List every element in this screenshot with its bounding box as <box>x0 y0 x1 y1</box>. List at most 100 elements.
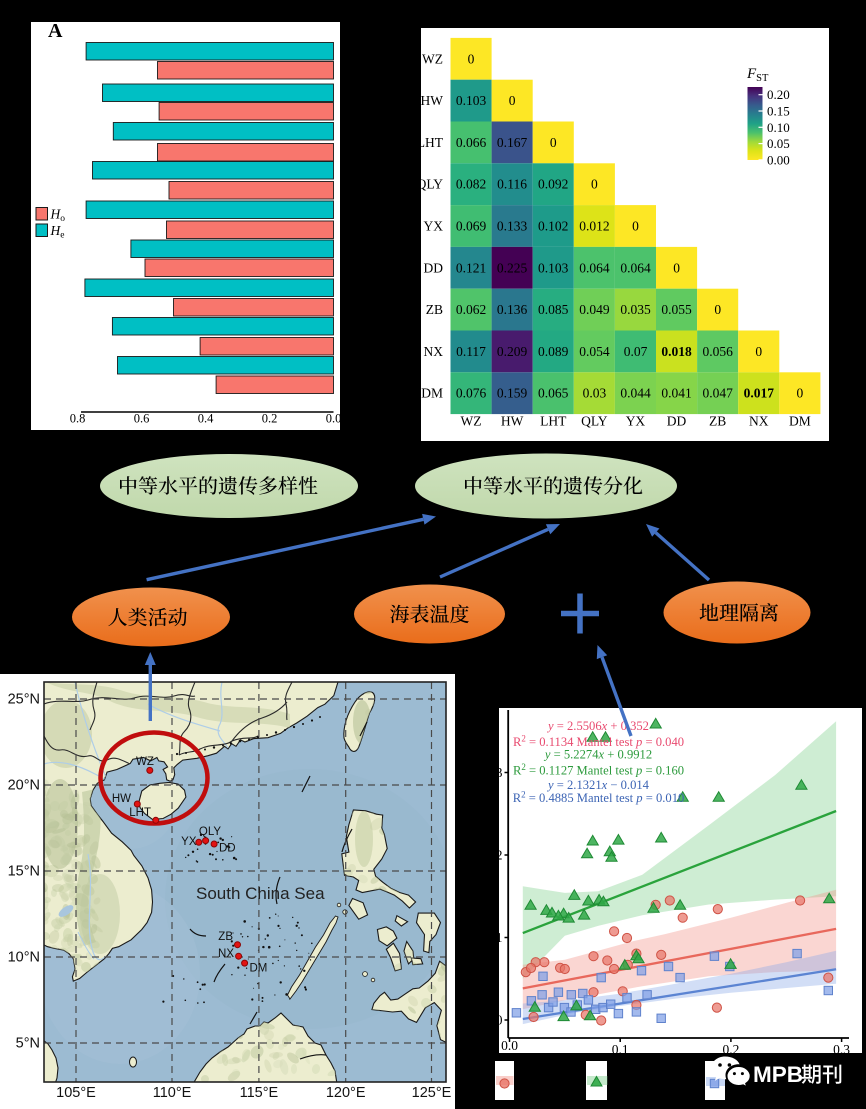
svg-text:0: 0 <box>468 51 475 66</box>
svg-text:0.0: 0.0 <box>501 1038 518 1053</box>
svg-text:0.012: 0.012 <box>579 219 609 234</box>
svg-text:0: 0 <box>591 177 598 192</box>
svg-text:0.3: 0.3 <box>833 1042 850 1057</box>
svg-text:0: 0 <box>550 135 557 150</box>
svg-text:0.2: 0.2 <box>262 412 278 426</box>
svg-text:QLY: QLY <box>199 826 221 838</box>
svg-text:0.116: 0.116 <box>497 177 527 192</box>
svg-text:HW: HW <box>501 414 524 429</box>
svg-text:ZB: ZB <box>709 414 726 429</box>
svg-text:0.1: 0.1 <box>612 1042 629 1057</box>
svg-text:0.066: 0.066 <box>456 135 487 150</box>
svg-text:0.20: 0.20 <box>767 87 790 102</box>
svg-text:y = 2.1321x − 0.014: y = 2.1321x − 0.014 <box>546 778 650 792</box>
svg-text:DD: DD <box>424 260 444 275</box>
svg-text:R2 = 0.1127 Mantel test p = 0.: R2 = 0.1127 Mantel test p = 0.160 <box>513 762 684 778</box>
svg-text:125°E: 125°E <box>412 1085 452 1101</box>
svg-text:LHT: LHT <box>421 135 444 150</box>
svg-text:0.00: 0.00 <box>767 152 790 167</box>
svg-text:0: 0 <box>755 344 762 359</box>
svg-text:20°N: 20°N <box>8 778 40 794</box>
svg-text:R2 = 0.4885 Mantel test p = 0.: R2 = 0.4885 Mantel test p = 0.010 <box>513 790 685 806</box>
svg-text:5°N: 5°N <box>16 1036 40 1052</box>
svg-text:0.0: 0.0 <box>326 412 340 426</box>
svg-text:0.103: 0.103 <box>538 260 569 275</box>
svg-text:0.133: 0.133 <box>497 219 528 234</box>
svg-text:ZB: ZB <box>218 931 233 943</box>
svg-text:YX: YX <box>626 414 646 429</box>
svg-text:DM: DM <box>250 963 268 975</box>
svg-text:0.064: 0.064 <box>620 260 651 275</box>
svg-text:0.076: 0.076 <box>456 386 487 401</box>
svg-text:WZ: WZ <box>422 51 443 66</box>
svg-text:0.159: 0.159 <box>497 386 528 401</box>
svg-text:DD: DD <box>667 414 687 429</box>
svg-text:DD: DD <box>219 843 236 855</box>
svg-text:0.2: 0.2 <box>722 1042 739 1057</box>
svg-text:0: 0 <box>797 386 804 401</box>
svg-text:HW: HW <box>112 793 131 805</box>
svg-text:0.082: 0.082 <box>456 177 486 192</box>
svg-text:NX: NX <box>218 948 234 960</box>
svg-text:0.062: 0.062 <box>456 302 486 317</box>
svg-text:y = 2.5506x + 0.352: y = 2.5506x + 0.352 <box>546 719 649 733</box>
svg-text:LHT: LHT <box>129 807 151 819</box>
svg-text:0: 0 <box>496 1013 503 1028</box>
svg-text:0.064: 0.064 <box>579 260 610 275</box>
svg-text:0.103: 0.103 <box>456 93 487 108</box>
svg-text:115°E: 115°E <box>240 1085 279 1101</box>
svg-text:A: A <box>48 22 63 42</box>
svg-text:3: 3 <box>496 765 503 780</box>
svg-text:QLY: QLY <box>581 414 608 429</box>
svg-text:0: 0 <box>632 219 639 234</box>
svg-text:0.03: 0.03 <box>583 386 607 401</box>
svg-text:0.069: 0.069 <box>456 219 487 234</box>
svg-text:0.102: 0.102 <box>538 219 568 234</box>
svg-text:0.117: 0.117 <box>456 344 486 359</box>
svg-text:0: 0 <box>673 260 680 275</box>
svg-text:0.018: 0.018 <box>661 344 692 359</box>
svg-text:120°E: 120°E <box>326 1085 366 1101</box>
svg-text:0.225: 0.225 <box>497 260 528 275</box>
svg-text:0.15: 0.15 <box>767 104 790 119</box>
svg-text:YX: YX <box>181 836 197 848</box>
svg-text:0.121: 0.121 <box>456 260 486 275</box>
svg-text:10°N: 10°N <box>8 950 40 966</box>
svg-text:0.054: 0.054 <box>579 344 610 359</box>
svg-text:0.017: 0.017 <box>744 386 775 401</box>
svg-text:1: 1 <box>496 930 503 945</box>
svg-text:WZ: WZ <box>461 414 482 429</box>
svg-text:0.055: 0.055 <box>661 302 692 317</box>
svg-text:0.049: 0.049 <box>579 302 610 317</box>
svg-text:0.05: 0.05 <box>767 136 790 151</box>
svg-text:0.092: 0.092 <box>538 177 568 192</box>
svg-text:15°N: 15°N <box>8 864 40 880</box>
svg-text:LHT: LHT <box>540 414 567 429</box>
svg-text:NX: NX <box>424 344 444 359</box>
svg-text:0.167: 0.167 <box>497 135 528 150</box>
svg-text:0.6: 0.6 <box>134 412 150 426</box>
svg-text:0.136: 0.136 <box>497 302 528 317</box>
svg-text:ZB: ZB <box>426 302 443 317</box>
svg-text:105°E: 105°E <box>56 1085 96 1101</box>
svg-text:QLY: QLY <box>421 177 443 192</box>
svg-text:YX: YX <box>424 219 444 234</box>
svg-text:R2 = 0.1134 Mantel test p = 0.: R2 = 0.1134 Mantel test p = 0.040 <box>513 734 684 750</box>
svg-text:0.10: 0.10 <box>767 120 790 135</box>
svg-text:0.044: 0.044 <box>620 386 651 401</box>
svg-text:0.047: 0.047 <box>703 386 734 401</box>
svg-text:WZ: WZ <box>136 756 154 768</box>
svg-text:0.065: 0.065 <box>538 386 569 401</box>
svg-text:0.4: 0.4 <box>198 412 214 426</box>
svg-text:0.056: 0.056 <box>703 344 734 359</box>
svg-text:2: 2 <box>496 848 503 863</box>
svg-text:0.041: 0.041 <box>661 386 691 401</box>
svg-text:0.035: 0.035 <box>620 302 651 317</box>
svg-text:0: 0 <box>714 302 721 317</box>
svg-text:DM: DM <box>789 414 811 429</box>
svg-text:MPB: MPB <box>753 1062 803 1087</box>
svg-text:NX: NX <box>749 414 769 429</box>
svg-text:y = 5.2274x + 0.9912: y = 5.2274x + 0.9912 <box>543 748 652 762</box>
svg-text:0.8: 0.8 <box>70 412 86 426</box>
svg-text:0.085: 0.085 <box>538 302 569 317</box>
